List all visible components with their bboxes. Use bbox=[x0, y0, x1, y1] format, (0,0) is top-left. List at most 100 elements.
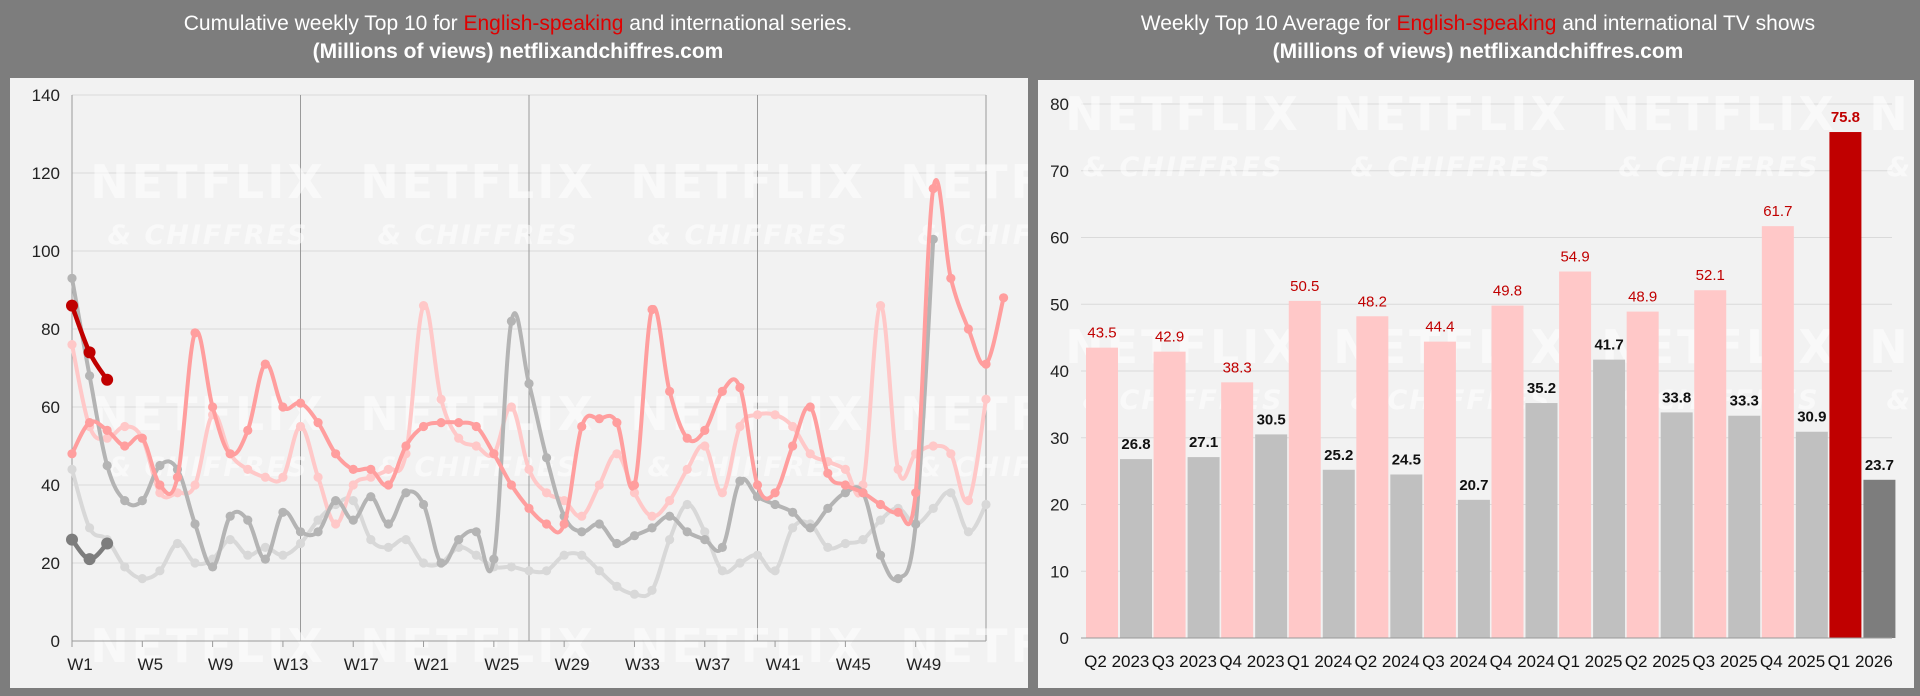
watermark-logo: NETFLIX bbox=[360, 387, 596, 441]
watermark-logo: NETFLIX bbox=[630, 155, 866, 209]
y-tick-label: 20 bbox=[1050, 496, 1069, 515]
data-point-intl_old bbox=[506, 562, 517, 572]
data-point-intl_old bbox=[418, 558, 429, 568]
data-point-english_old bbox=[366, 472, 376, 482]
data-point-english_prev bbox=[120, 441, 130, 451]
bar-international bbox=[1795, 431, 1828, 638]
data-point-intl_prev bbox=[436, 558, 446, 568]
data-point-english_old bbox=[120, 421, 130, 432]
data-point-intl_old bbox=[577, 550, 587, 560]
data-point-english_prev bbox=[137, 433, 147, 443]
data-point-english_old bbox=[243, 464, 253, 474]
data-point-intl_old bbox=[225, 535, 235, 545]
bar-english-speaking bbox=[1288, 300, 1321, 638]
data-point-intl_old bbox=[541, 566, 552, 576]
data-point-english_prev bbox=[454, 418, 464, 428]
data-point-english_prev bbox=[752, 480, 763, 490]
bar-international bbox=[1863, 479, 1896, 638]
y-tick-label: 20 bbox=[41, 554, 60, 573]
data-point-english_old bbox=[946, 449, 956, 459]
data-point-intl_old bbox=[243, 550, 253, 560]
bar-value-label-english: 42.9 bbox=[1155, 329, 1184, 346]
data-point-english_prev bbox=[260, 359, 270, 369]
data-point-english_old bbox=[541, 488, 552, 498]
data-point-english_prev bbox=[489, 449, 499, 459]
data-point-english_prev bbox=[313, 418, 323, 428]
bar-english-speaking bbox=[1559, 271, 1592, 638]
data-point-intl_prev bbox=[208, 562, 218, 572]
watermark-logo: NETFLIX bbox=[900, 155, 1028, 209]
data-point-intl_old bbox=[928, 503, 938, 513]
bar-value-label-international: 24.5 bbox=[1392, 451, 1421, 468]
bar-international bbox=[1187, 457, 1220, 638]
data-point-english_old bbox=[963, 496, 974, 506]
data-point-english_prev bbox=[735, 382, 745, 393]
bar-english-speaking bbox=[1626, 311, 1659, 638]
watermark-logo: NETFLIX bbox=[360, 155, 596, 209]
bar-value-label-english: 75.8 bbox=[1831, 109, 1860, 126]
data-point-intl_prev bbox=[524, 379, 534, 389]
data-point-intl_old bbox=[612, 581, 622, 591]
data-point-intl_prev bbox=[700, 535, 710, 545]
bar-value-label-english: 49.8 bbox=[1493, 283, 1522, 300]
data-point-english_prev bbox=[612, 418, 622, 428]
data-point-intl_old bbox=[401, 535, 411, 545]
y-tick-label: 50 bbox=[1050, 295, 1069, 314]
data-point-intl_prev bbox=[102, 460, 112, 471]
data-point-intl_prev bbox=[875, 550, 886, 560]
bar-value-label-english: 48.2 bbox=[1358, 293, 1387, 310]
data-point-intl_prev bbox=[331, 496, 341, 506]
data-point-intl_old bbox=[770, 566, 780, 576]
data-point-intl_prev bbox=[383, 519, 393, 529]
data-point-intl_old bbox=[647, 585, 657, 595]
x-tick-label: W5 bbox=[138, 655, 164, 674]
data-point-intl_prev bbox=[893, 574, 903, 584]
y-tick-label: 60 bbox=[1050, 229, 1069, 248]
bar-international bbox=[1255, 434, 1288, 638]
bar-value-label-english: 43.5 bbox=[1087, 325, 1116, 342]
y-tick-label: 0 bbox=[1060, 629, 1069, 648]
x-tick-label: W37 bbox=[695, 655, 730, 674]
data-point-intl_old bbox=[137, 574, 147, 584]
x-tick-label: W17 bbox=[344, 655, 379, 674]
data-point-intl_old bbox=[295, 538, 306, 549]
left-title-pre: Cumulative weekly Top 10 for bbox=[183, 12, 464, 35]
y-tick-label: 0 bbox=[51, 632, 60, 651]
data-point-intl_old bbox=[383, 542, 393, 552]
data-point-intl_current bbox=[101, 537, 114, 550]
data-point-english_prev bbox=[981, 359, 991, 369]
x-tick-label: W45 bbox=[836, 655, 871, 674]
data-point-english_prev bbox=[506, 480, 517, 490]
data-point-english_prev bbox=[911, 488, 921, 498]
bar-value-label-english: 50.5 bbox=[1290, 278, 1319, 295]
bar-english-speaking bbox=[1694, 290, 1727, 638]
data-point-intl_prev bbox=[647, 523, 657, 533]
data-point-intl_prev bbox=[840, 488, 850, 498]
data-point-intl_old bbox=[981, 499, 991, 510]
bar-value-label-international: 26.8 bbox=[1121, 436, 1150, 453]
data-point-english_old bbox=[612, 449, 622, 459]
bar-value-label-international: 20.7 bbox=[1459, 477, 1488, 494]
bar-value-label-international: 30.9 bbox=[1797, 409, 1826, 426]
x-tick-label: W33 bbox=[625, 655, 660, 674]
data-point-english_prev bbox=[172, 472, 183, 482]
watermark-logo: NETFLIX bbox=[1065, 87, 1301, 141]
data-point-english_prev bbox=[418, 421, 429, 432]
data-point-english_prev bbox=[471, 421, 481, 432]
watermark-logo: NETFLIX bbox=[900, 619, 1028, 673]
bar-value-label-english: 44.4 bbox=[1425, 319, 1454, 336]
data-point-english_current bbox=[83, 346, 96, 359]
bar-international bbox=[1390, 474, 1423, 638]
y-tick-label: 10 bbox=[1050, 562, 1069, 581]
watermark-logo-sub: & CHIFFRES bbox=[108, 220, 309, 251]
data-point-intl_old bbox=[67, 464, 77, 474]
bar-english-speaking bbox=[1221, 382, 1254, 638]
data-point-intl_prev bbox=[823, 503, 833, 513]
data-point-intl_prev bbox=[225, 511, 235, 521]
bar-english-speaking bbox=[1423, 341, 1456, 638]
x-category-label: Q2 2024 bbox=[1355, 652, 1420, 671]
data-point-intl_old bbox=[559, 550, 569, 560]
bar-value-label-international: 33.3 bbox=[1730, 393, 1759, 410]
data-point-english_old bbox=[67, 340, 77, 350]
data-point-english_prev bbox=[383, 480, 393, 490]
